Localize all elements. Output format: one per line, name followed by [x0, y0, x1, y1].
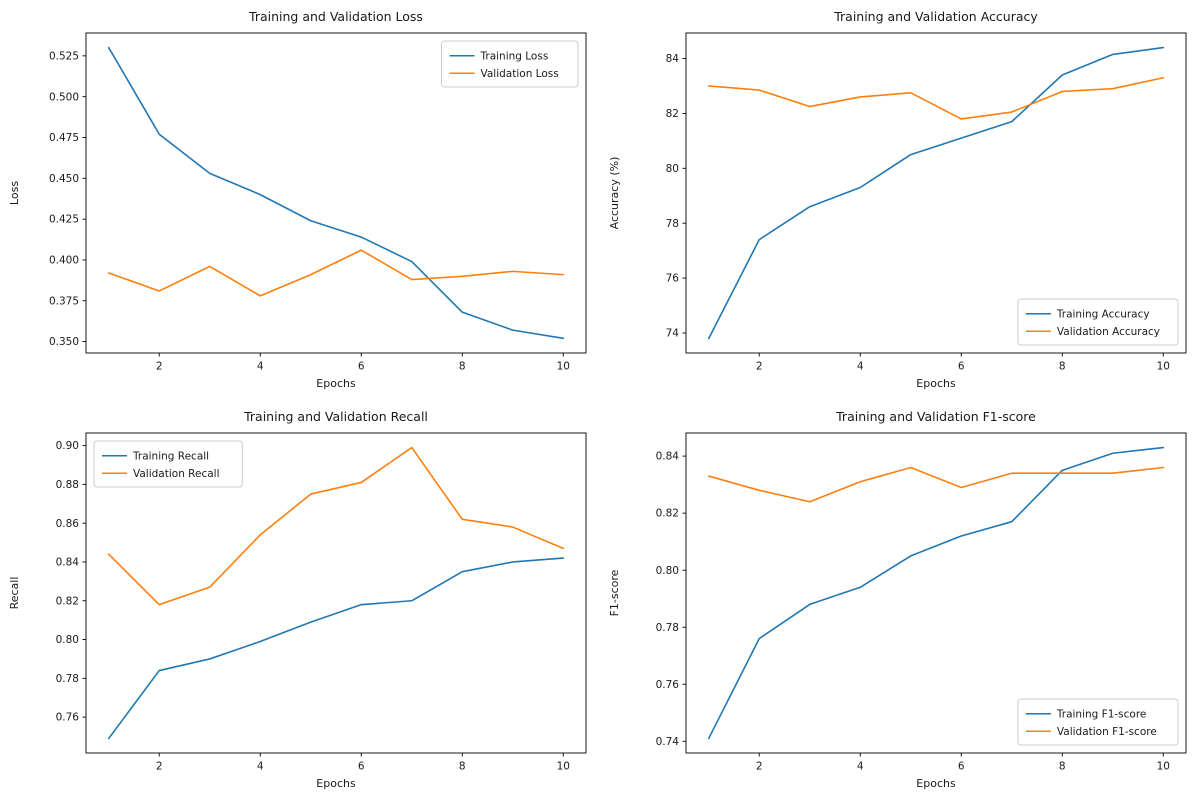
y-tick-label: 0.88 [56, 479, 79, 491]
y-tick-label: 0.82 [56, 595, 79, 607]
accuracy-chart: 2 4 6 8 10 74 76 78 80 82 84 Training and Validatio… [608, 9, 1187, 390]
y-tick-label: 0.84 [56, 557, 80, 569]
x-axis-label: Epochs [316, 377, 356, 390]
y-tick-label: 0.525 [49, 50, 79, 62]
legend-box [93, 440, 243, 488]
x-tick-label: 6 [958, 361, 965, 373]
x-tick-label: 10 [557, 361, 570, 373]
y-tick-label: 74 [666, 328, 680, 340]
x-tick-label: 10 [1157, 361, 1170, 373]
y-tick-label: 0.78 [56, 673, 79, 685]
series-line-0 [707, 46, 1165, 340]
y-axis-label: Loss [8, 181, 21, 205]
y-axis-label: Recall [8, 577, 21, 610]
y-tick-label: 0.84 [656, 451, 680, 463]
x-tick-label: 2 [156, 761, 163, 773]
y-axis-label: Accuracy (%) [608, 157, 621, 230]
legend-label-1: Validation Accuracy [1057, 326, 1160, 338]
legend-label-1: Validation Recall [133, 468, 220, 480]
series-line-1 [707, 76, 1165, 120]
legend-label-0: Training Loss [480, 50, 549, 62]
f1-chart: 2 4 6 8 10 0.74 0.76 0.78 0.80 0.82 0.84 Training a… [608, 409, 1187, 790]
y-tick-label: 0.90 [56, 440, 79, 452]
x-tick-label: 2 [156, 361, 163, 373]
series-line-1 [107, 446, 565, 606]
x-tick-label: 2 [756, 761, 763, 773]
x-tick-label: 4 [857, 361, 864, 373]
y-tick-label: 82 [666, 108, 679, 120]
chart-title: Training and Validation Loss [248, 9, 423, 24]
legend-label-1: Validation Loss [481, 68, 559, 80]
y-tick-label: 0.425 [49, 214, 79, 226]
x-tick-label: 10 [1157, 761, 1170, 773]
y-axis-label: F1-score [608, 569, 621, 616]
legend-label-1: Validation F1-score [1057, 726, 1157, 738]
chart-title: Training and Validation F1-score [835, 409, 1036, 424]
f1-chart-panel: 2 4 6 8 10 0.74 0.76 0.78 0.80 0.82 0.84 Training a… [600, 400, 1200, 800]
x-tick-label: 8 [1059, 361, 1066, 373]
y-tick-label: 78 [666, 218, 679, 230]
x-tick-label: 2 [756, 361, 763, 373]
series-line-1 [107, 249, 565, 297]
x-axis-label: Epochs [916, 777, 956, 790]
y-tick-label: 0.76 [656, 679, 680, 691]
x-tick-label: 4 [857, 761, 864, 773]
x-tick-label: 4 [257, 361, 264, 373]
y-tick-label: 84 [666, 53, 680, 65]
x-tick-label: 8 [459, 361, 466, 373]
x-tick-label: 10 [557, 761, 570, 773]
y-tick-label: 0.76 [56, 712, 80, 724]
y-tick-label: 0.500 [49, 91, 79, 103]
y-tick-label: 0.375 [49, 295, 79, 307]
x-axis-label: Epochs [316, 777, 356, 790]
series-line-0 [707, 446, 1165, 740]
chart-title: Training and Validation Recall [243, 409, 428, 424]
x-axis-label: Epochs [916, 377, 956, 390]
legend-box [441, 40, 579, 88]
x-tick-label: 8 [1059, 761, 1066, 773]
series-line-1 [707, 466, 1165, 503]
legend-label-0: Training F1-score [1056, 708, 1147, 720]
x-tick-label: 4 [257, 761, 264, 773]
x-tick-label: 6 [358, 361, 365, 373]
y-tick-label: 0.350 [49, 336, 79, 348]
y-tick-label: 76 [666, 273, 680, 285]
accuracy-chart-panel: 2 4 6 8 10 74 76 78 80 82 84 Training and Validatio… [600, 0, 1200, 400]
y-tick-label: 0.74 [656, 736, 680, 748]
y-tick-label: 0.80 [56, 634, 79, 646]
y-tick-label: 0.78 [656, 622, 679, 634]
x-tick-label: 6 [358, 761, 365, 773]
series-line-0 [107, 46, 565, 340]
x-tick-label: 8 [459, 761, 466, 773]
y-tick-label: 0.400 [49, 255, 79, 267]
legend-box [1017, 298, 1179, 346]
legend-box [1017, 698, 1179, 746]
y-tick-label: 0.80 [656, 565, 679, 577]
loss-chart: 2 4 6 8 10 0.350 0.375 0.400 0.425 0.450 0.475 0.50… [8, 9, 587, 390]
series-line-0 [107, 557, 565, 740]
y-tick-label: 0.450 [49, 173, 79, 185]
legend-label-0: Training Recall [132, 450, 209, 462]
axes-spines [685, 432, 1187, 754]
y-tick-label: 0.82 [656, 508, 679, 520]
chart-title: Training and Validation Accuracy [833, 9, 1038, 24]
y-tick-label: 0.86 [56, 518, 80, 530]
y-tick-label: 0.475 [49, 132, 79, 144]
axes-spines [85, 432, 587, 754]
recall-chart: 2 4 6 8 10 0.76 0.78 0.80 0.82 0.84 0.86 0.88 0.90 Tr… [8, 409, 587, 790]
axes-spines [85, 32, 587, 354]
loss-chart-panel: 2 4 6 8 10 0.350 0.375 0.400 0.425 0.450 0.475 0.50… [0, 0, 600, 400]
x-tick-label: 6 [958, 761, 965, 773]
y-tick-label: 80 [666, 163, 679, 175]
legend-label-0: Training Accuracy [1056, 308, 1150, 320]
recall-chart-panel: 2 4 6 8 10 0.76 0.78 0.80 0.82 0.84 0.86 0.88 0.90 Tr… [0, 400, 600, 800]
axes-spines [685, 32, 1187, 354]
